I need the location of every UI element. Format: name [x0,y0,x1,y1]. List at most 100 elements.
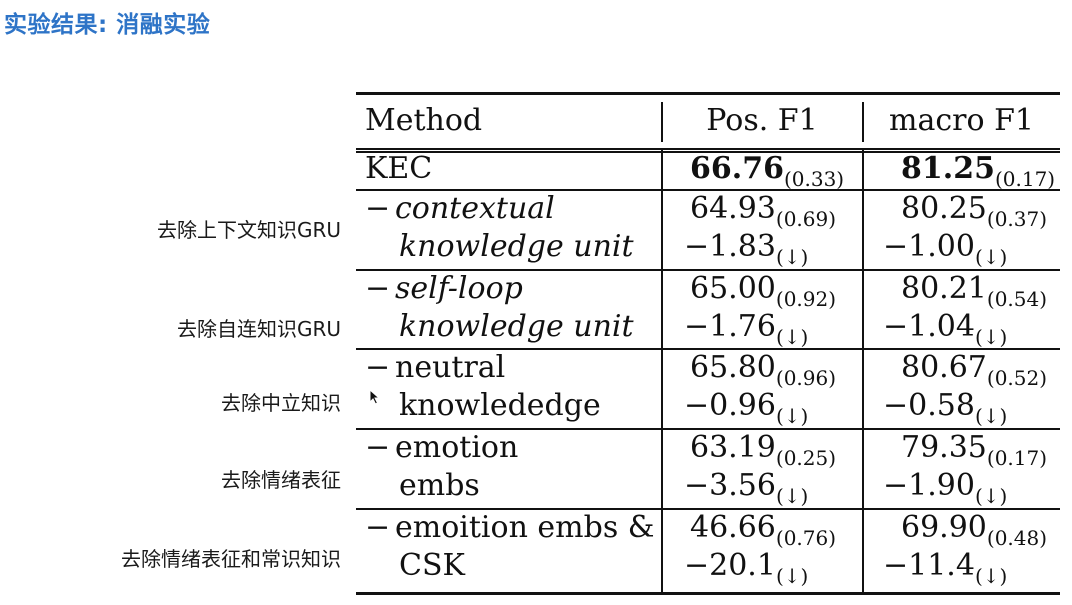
macro-f1-value: 79.35(0.17) [901,430,1047,476]
down-arrow-icon: (↓) [974,245,1008,269]
method-name: emotion [395,430,519,465]
pos-f1-mean: 64.93 [690,191,776,226]
side-label-3: 去除中立知识 [221,391,341,415]
pos-f1-std: (0.76) [775,526,837,550]
pos-f1-value: 46.66(0.76) [690,510,836,556]
pos-f1-delta-value: −3.56 [684,468,776,503]
macro-f1-std: (0.37) [986,207,1048,231]
down-arrow-icon: (↓) [775,245,809,269]
pos-f1-delta: −20.1(↓) [684,548,808,594]
macro-f1-std: (0.17) [986,446,1048,470]
pos-f1-std: (0.69) [775,207,837,231]
macro-f1-delta-value: −1.90 [883,468,975,503]
pos-f1-delta-value: −0.96 [684,388,776,423]
macro-f1-delta-value: −1.00 [883,229,975,264]
row-rule [356,348,1060,350]
dash-symbol: − [365,191,391,226]
macro-f1-mean: 79.35 [901,430,987,465]
pos-f1-delta: −1.83(↓) [684,229,808,275]
method-name-cont: knowledge unit [399,309,634,344]
ablation-method-line2: knowledge unit [399,309,634,345]
method-name: contextual [395,191,555,226]
macro-f1-delta: −1.04(↓) [883,309,1007,355]
side-label-1: 去除上下文知识GRU [156,218,341,242]
down-arrow-icon: (↓) [974,404,1008,428]
header-rule-2 [356,151,1060,153]
row-rule [356,189,1060,191]
pos-f1-delta: −0.96(↓) [684,388,808,434]
macro-f1-delta: −1.00(↓) [883,229,1007,275]
pos-f1-delta-value: −1.76 [684,309,776,344]
macro-f1-mean: 80.67 [901,350,987,385]
pos-f1-mean: 65.80 [690,350,776,385]
pos-f1-value: 65.00(0.92) [690,271,836,317]
ablation-method-line2: embs [399,468,480,504]
macro-f1-mean: 69.90 [901,510,987,545]
method-name-cont: knowledge unit [399,229,634,264]
page-title: 实验结果: 消融实验 [4,12,211,38]
macro-f1-value: 69.90(0.48) [901,510,1047,556]
col-divider [862,150,864,592]
down-arrow-icon: (↓) [974,564,1008,588]
ablation-method-line1: − neutral [365,350,505,386]
ablation-method-line2: knowledge unit [399,229,634,265]
down-arrow-icon: (↓) [974,484,1008,508]
header-method: Method [365,103,483,138]
dash-symbol: − [365,271,391,306]
method-name-cont: knowlededge [399,388,601,423]
macro-f1-delta-value: −11.4 [883,548,975,583]
kec-method: KEC [365,151,433,186]
down-arrow-icon: (↓) [974,325,1008,349]
macro-f1-delta-value: −0.58 [883,388,975,423]
down-arrow-icon: (↓) [775,325,809,349]
pos-f1-value: 64.93(0.69) [690,191,836,237]
side-label-4: 去除情绪表征 [221,468,341,492]
header-rule [356,148,1060,150]
ablation-method-line1: − contextual [365,191,555,227]
macro-f1-std: (0.54) [986,287,1048,311]
row-rule [356,508,1060,510]
pos-f1-value: 65.80(0.96) [690,350,836,396]
side-label-2: 去除自连知识GRU [176,317,341,341]
macro-f1-delta: −0.58(↓) [883,388,1007,434]
row-rule [356,428,1060,430]
ablation-method-line1: − emotion [365,430,518,466]
dash-symbol: − [365,350,391,385]
pos-f1-delta: −1.76(↓) [684,309,808,355]
ablation-method-line2: CSK [399,548,465,584]
pos-f1-mean: 46.66 [690,510,776,545]
pos-f1-delta-value: −20.1 [684,548,776,583]
kec-pos-value: 66.76 [690,151,784,186]
pos-f1-delta-value: −1.83 [684,229,776,264]
pos-f1-value: 63.19(0.25) [690,430,836,476]
macro-f1-std: (0.48) [986,526,1048,550]
macro-f1-mean: 80.21 [901,271,987,306]
macro-f1-delta-value: −1.04 [883,309,975,344]
down-arrow-icon: (↓) [775,564,809,588]
kec-macro-std: (0.17) [994,167,1056,191]
pos-f1-std: (0.96) [775,366,837,390]
ablation-method-line2: knowlededge [399,388,601,424]
macro-f1-std: (0.52) [986,366,1048,390]
down-arrow-icon: (↓) [775,484,809,508]
pos-f1-std: (0.92) [775,287,837,311]
col-divider [862,102,864,142]
down-arrow-icon: (↓) [775,404,809,428]
macro-f1-value: 80.21(0.54) [901,271,1047,317]
ablation-method-line1: − self-loop [365,271,523,307]
macro-f1-mean: 80.25 [901,191,987,226]
kec-pos-std: (0.33) [783,167,845,191]
macro-f1-delta: −1.90(↓) [883,468,1007,514]
header-macro-f1: macro F1 [889,103,1034,138]
side-label-5: 去除情绪表征和常识知识 [121,547,341,571]
header-pos-f1: Pos. F1 [706,103,818,138]
col-divider [661,102,663,142]
pos-f1-mean: 65.00 [690,271,776,306]
method-name-cont: embs [399,468,480,503]
ablation-method-line1: − emoition embs & [365,510,654,546]
macro-f1-delta: −11.4(↓) [883,548,1007,594]
pos-f1-delta: −3.56(↓) [684,468,808,514]
kec-macro-f1: 81.25(0.17) [901,151,1055,197]
pos-f1-std: (0.25) [775,446,837,470]
method-name-cont: CSK [399,548,465,583]
